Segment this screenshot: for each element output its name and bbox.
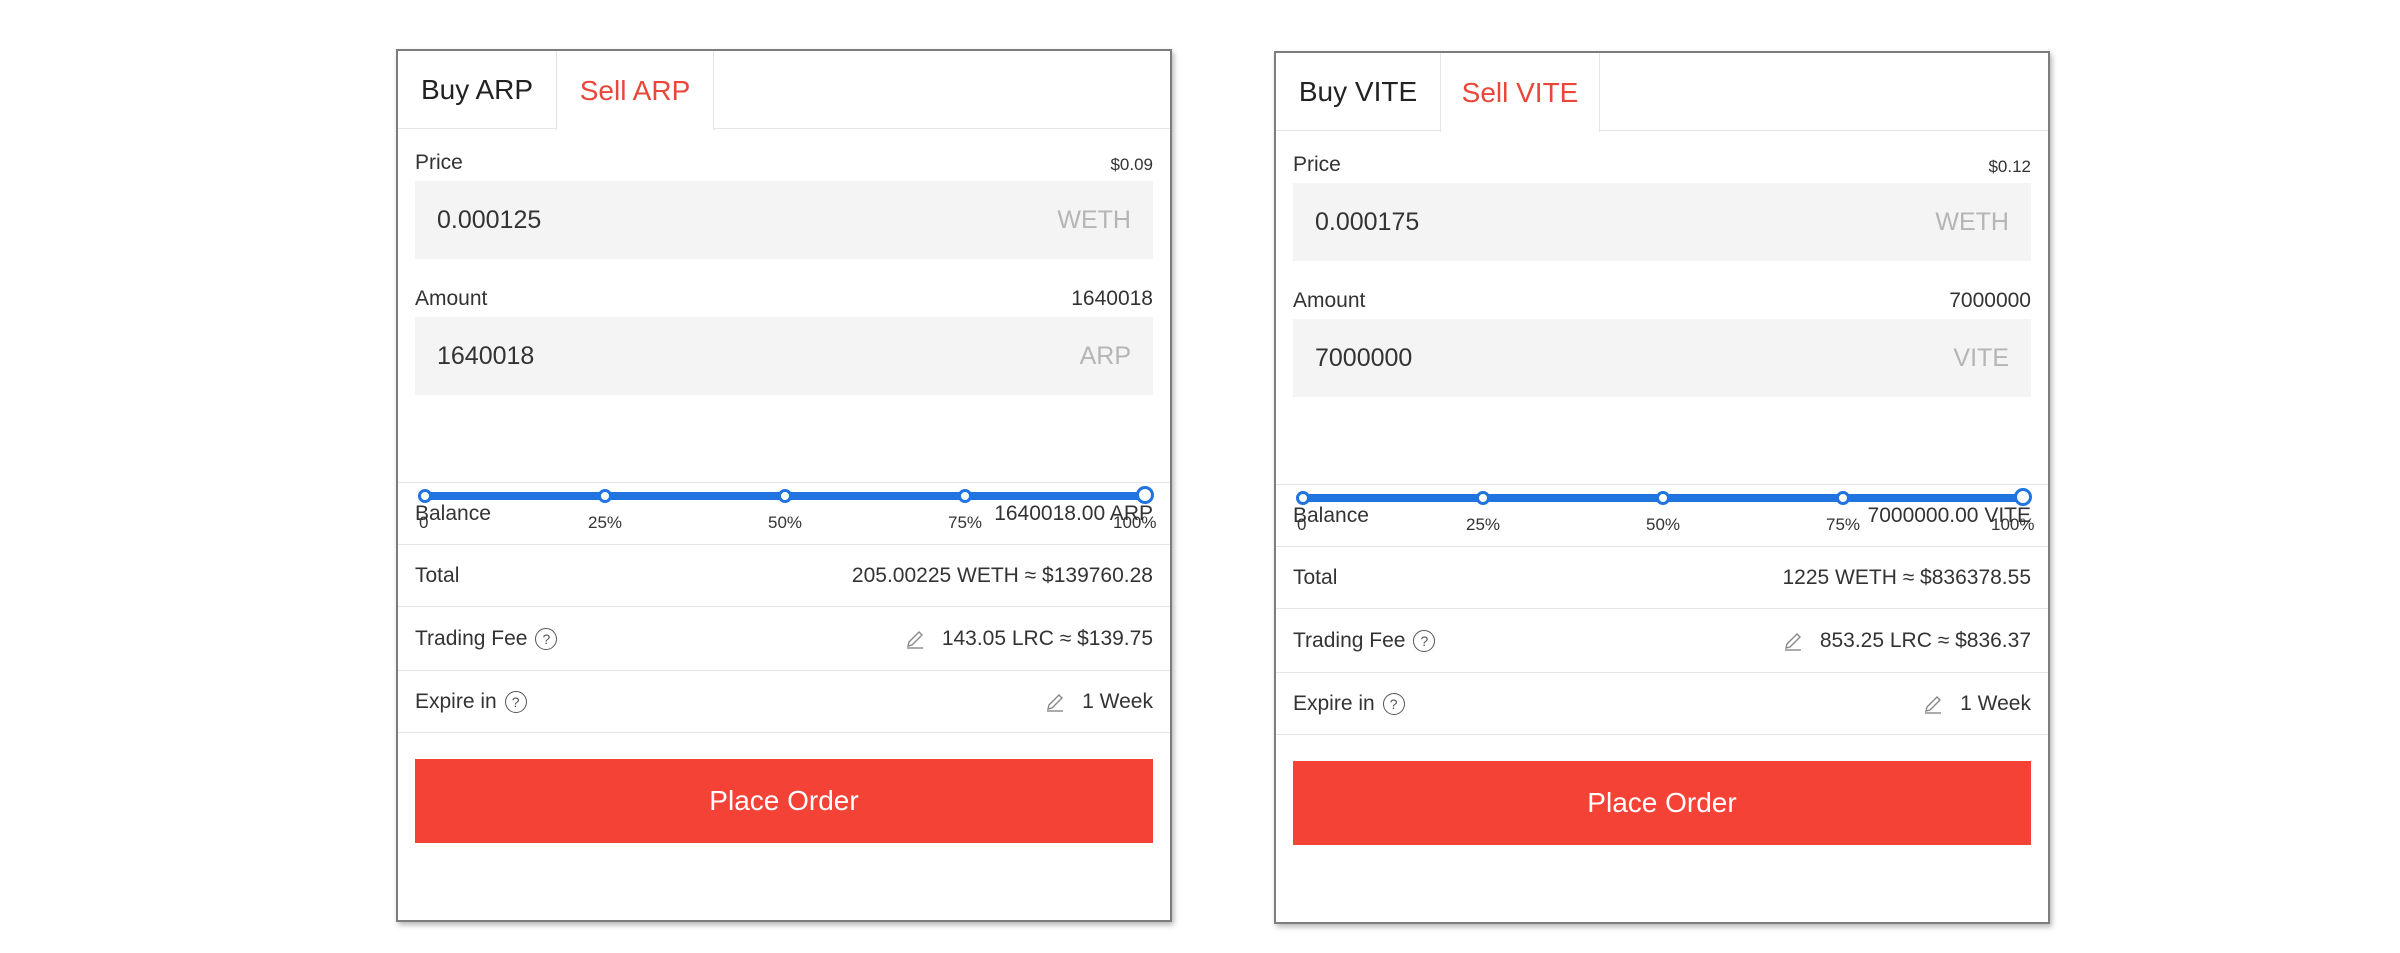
amount-slider[interactable]: 0 25% 50% 75% 100% [415, 483, 1157, 563]
order-summary: Balance 1640018.00 ARP Total 205.00225 W… [398, 482, 1170, 843]
expire-row: Expire in ? 1 Week [1276, 672, 2048, 734]
slider-stop-25[interactable] [1476, 491, 1490, 505]
price-usd: $0.09 [1110, 155, 1153, 174]
total-label: Total [415, 563, 460, 587]
amount-row: Amount 7000000 [1293, 285, 2031, 319]
slider-stop-0[interactable] [418, 489, 432, 503]
price-input[interactable]: 0.000125 WETH [415, 181, 1153, 259]
slider-tick-label: 0 [1297, 515, 1307, 534]
total-value: 205.00225 WETH ≈ $139760.28 [851, 563, 1153, 587]
amount-unit: ARP [1079, 341, 1131, 370]
place-order-button[interactable]: Place Order [415, 759, 1153, 843]
slider-tick-label: 50% [767, 513, 803, 532]
slider-handle[interactable] [1136, 486, 1154, 504]
slider-stop-25[interactable] [598, 489, 612, 503]
price-label: Price [415, 151, 463, 174]
expire-label: Expire in [1293, 691, 1375, 715]
question-circle-icon[interactable]: ? [504, 690, 527, 713]
amount-input[interactable]: 1640018 ARP [415, 317, 1153, 395]
slider-handle[interactable] [2014, 488, 2032, 506]
amount-slider[interactable]: 0 25% 50% 75% 100% [1293, 485, 2035, 565]
order-form: Price $0.12 0.000175 WETH Amount 7000000… [1276, 131, 2048, 534]
amount-unit: VITE [1953, 343, 2009, 372]
expire-value: 1 Week [1960, 691, 2031, 715]
pencil-icon[interactable] [1044, 691, 1066, 713]
slider-tick-label: 75% [1825, 515, 1861, 534]
amount-value: 7000000 [1315, 343, 1413, 372]
trading-fee-row: Trading Fee ? 853.25 LRC ≈ $836.37 [1276, 608, 2048, 672]
total-row: Total 1225 WETH ≈ $836378.55 [1276, 546, 2048, 608]
slider-tick-label: 100% [1112, 513, 1157, 532]
tab-sell[interactable]: Sell ARP [556, 51, 714, 130]
price-value: 0.000125 [437, 205, 542, 234]
trading-fee-value: 853.25 LRC ≈ $836.37 [1819, 628, 2031, 652]
slider-stop-50[interactable] [1656, 491, 1670, 505]
order-summary: Balance 7000000.00 VITE Total 1225 WETH … [1276, 484, 2048, 845]
price-row: Price $0.09 [415, 129, 1153, 181]
order-panel-vite: Buy VITE Sell VITE Price $0.12 0.000175 … [1274, 51, 2050, 924]
expire-row: Expire in ? 1 Week [398, 670, 1170, 732]
tab-buy[interactable]: Buy ARP [420, 74, 534, 105]
price-value: 0.000175 [1315, 207, 1420, 236]
order-form: Price $0.09 0.000125 WETH Amount 1640018… [398, 129, 1170, 532]
question-circle-icon[interactable]: ? [535, 627, 558, 650]
price-label: Price [1293, 153, 1341, 176]
slider-tick-label: 25% [1465, 515, 1501, 534]
slider-tick-label: 25% [587, 513, 623, 532]
balance-row: Balance 7000000.00 VITE [1276, 484, 2048, 546]
slider-tick-label: 75% [947, 513, 983, 532]
pencil-icon[interactable] [1782, 630, 1804, 652]
place-order-button[interactable]: Place Order [1293, 761, 2031, 845]
order-panel-arp: Buy ARP Sell ARP Price $0.09 0.000125 WE… [396, 49, 1172, 922]
order-tabs: Buy ARP Sell ARP [398, 51, 1170, 130]
total-row: Total 205.00225 WETH ≈ $139760.28 [398, 544, 1170, 606]
trading-fee-row: Trading Fee ? 143.05 LRC ≈ $139.75 [398, 606, 1170, 670]
slider-stop-50[interactable] [778, 489, 792, 503]
balance-value: 7000000.00 VITE [1867, 503, 2031, 527]
balance-label: Balance [1293, 503, 1369, 527]
amount-max: 1640018 [1071, 287, 1153, 310]
total-label: Total [1293, 565, 1338, 589]
slider-tick-label: 100% [1990, 515, 2035, 534]
price-input[interactable]: 0.000175 WETH [1293, 183, 2031, 261]
question-circle-icon[interactable]: ? [1413, 629, 1436, 652]
expire-value: 1 Week [1082, 689, 1153, 713]
slider-stop-0[interactable] [1296, 491, 1310, 505]
trading-fee-label: Trading Fee [1293, 628, 1406, 652]
amount-input[interactable]: 7000000 VITE [1293, 319, 2031, 397]
price-row: Price $0.12 [1293, 131, 2031, 183]
question-circle-icon[interactable]: ? [1382, 692, 1405, 715]
amount-row: Amount 1640018 [415, 283, 1153, 317]
amount-label: Amount [1293, 289, 1366, 312]
tab-sell[interactable]: Sell VITE [1440, 53, 1600, 132]
slider-stop-75[interactable] [1836, 491, 1850, 505]
price-usd: $0.12 [1988, 157, 2031, 176]
price-unit: WETH [1935, 207, 2009, 236]
slider-stop-75[interactable] [958, 489, 972, 503]
amount-max: 7000000 [1949, 289, 2031, 312]
balance-label: Balance [415, 501, 491, 525]
pencil-icon[interactable] [1922, 693, 1944, 715]
balance-value: 1640018.00 ARP [994, 501, 1153, 525]
pencil-icon[interactable] [904, 628, 926, 650]
slider-tick-label: 50% [1645, 515, 1681, 534]
total-value: 1225 WETH ≈ $836378.55 [1782, 565, 2031, 589]
tab-buy[interactable]: Buy VITE [1298, 76, 1418, 107]
order-tabs: Buy VITE Sell VITE [1276, 53, 2048, 132]
trading-fee-label: Trading Fee [415, 626, 528, 650]
trading-fee-value: 143.05 LRC ≈ $139.75 [941, 626, 1153, 650]
amount-value: 1640018 [437, 341, 535, 370]
amount-label: Amount [415, 287, 488, 310]
expire-label: Expire in [415, 689, 497, 713]
price-unit: WETH [1057, 205, 1131, 234]
slider-tick-label: 0 [419, 513, 429, 532]
balance-row: Balance 1640018.00 ARP [398, 482, 1170, 544]
